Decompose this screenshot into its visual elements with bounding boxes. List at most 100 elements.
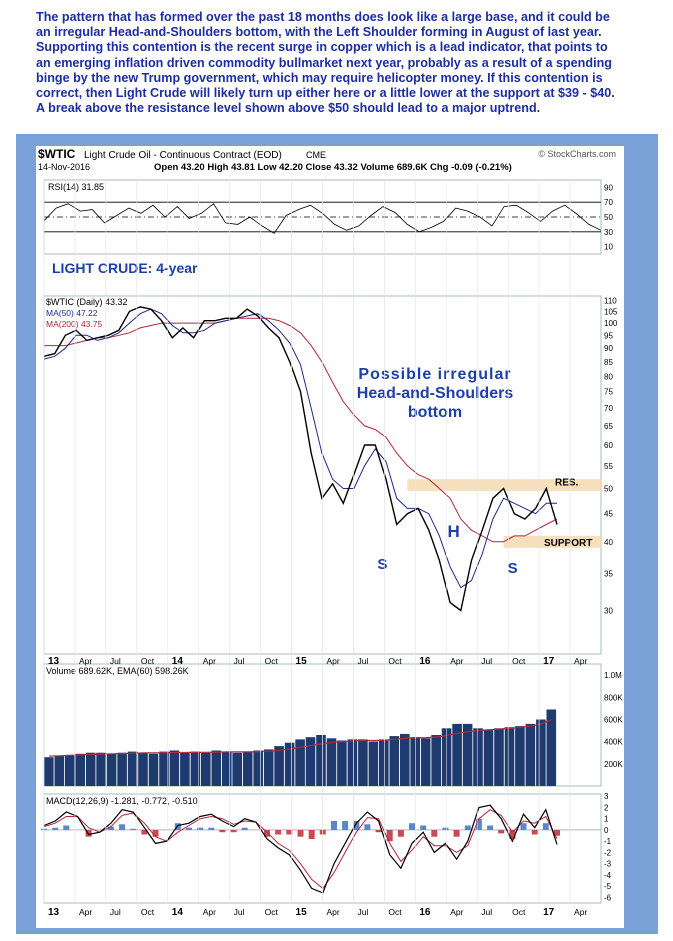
hs-annotation-line3: bottom <box>408 404 462 421</box>
volume-bar <box>316 735 326 786</box>
volume-bar <box>326 738 337 786</box>
x-axis-label-price: Oct <box>512 656 526 666</box>
volume-bar <box>337 740 347 786</box>
x-axis-label-macd: Jul <box>481 907 492 917</box>
volume-bar <box>159 751 169 786</box>
x-axis-label-price: 15 <box>296 656 308 667</box>
macd-histogram-bar <box>197 827 204 830</box>
chart-annotation-title: LIGHT CRUDE: 4-year <box>52 260 198 276</box>
volume-bar <box>85 752 96 786</box>
macd-histogram-bar <box>375 830 382 833</box>
macd-histogram-bar <box>286 830 293 835</box>
macd-histogram-bar <box>498 830 505 834</box>
x-axis-label-macd: Jul <box>110 907 121 917</box>
volume-bar <box>96 752 106 786</box>
left-shoulder-label: S <box>377 556 387 573</box>
macd-histogram-bar <box>141 830 148 835</box>
macd-histogram-bar <box>520 823 527 830</box>
resistance-label: RES. <box>555 477 579 488</box>
x-axis-label-price: Apr <box>203 656 216 666</box>
macd-tick-label: -5 <box>604 882 612 891</box>
x-axis-label-macd: 14 <box>172 907 184 918</box>
volume-bar <box>483 729 494 786</box>
price-tick-label: 35 <box>604 570 613 579</box>
volume-bar <box>106 753 117 786</box>
x-axis-label-price: Oct <box>388 656 402 666</box>
volume-bar <box>138 752 148 786</box>
ohlc-label: Open 43.20 High 43.81 Low 42.20 Close 43… <box>154 162 512 173</box>
macd-histogram-bar <box>353 821 360 830</box>
x-axis-label-price: 14 <box>172 656 184 667</box>
volume-bar <box>389 736 400 786</box>
chart-header: $WTIC Light Crude Oil - Continuous Contr… <box>38 147 616 173</box>
volume-bar <box>494 728 504 786</box>
volume-bar <box>169 750 180 786</box>
support-band <box>503 535 601 548</box>
x-axis-label-price: Apr <box>574 656 587 666</box>
volume-bar <box>347 739 358 786</box>
price-tick-label: 65 <box>604 422 613 431</box>
price-tick-label: 95 <box>604 331 613 340</box>
price-tick-label: 100 <box>604 319 618 328</box>
volume-bar <box>242 751 253 786</box>
volume-bar <box>64 754 75 786</box>
macd-tick-label: 2 <box>604 803 609 812</box>
rsi-tick-label: 10 <box>604 243 613 252</box>
x-axis-label-price: 13 <box>48 656 60 667</box>
macd-histogram-bar <box>453 830 460 837</box>
macd-tick-label: -4 <box>604 871 612 880</box>
x-axis-label-macd: Apr <box>79 907 92 917</box>
volume-bar <box>127 751 138 786</box>
ma50-legend: MA(50) 47.22 <box>46 308 98 318</box>
volume-tick-label: 800K <box>604 693 623 702</box>
ma200-legend: MA(200) 43.75 <box>46 319 102 329</box>
macd-tick-label: -1 <box>604 837 612 846</box>
volume-tick-label: 200K <box>604 760 623 769</box>
price-tick-label: 40 <box>604 538 613 547</box>
volume-bar <box>504 727 515 786</box>
rsi-tick-label: 90 <box>604 183 613 192</box>
x-axis-label-price: Oct <box>265 656 279 666</box>
macd-signal-series <box>43 809 558 890</box>
x-axis-label-macd: Oct <box>512 907 526 917</box>
macd-histogram-bar <box>208 827 215 830</box>
volume-bar <box>222 751 232 786</box>
price-tick-label: 110 <box>604 296 617 305</box>
macd-tick-label: -2 <box>604 848 612 857</box>
volume-bar <box>54 756 65 786</box>
symbol-label: $WTIC <box>38 147 76 161</box>
volume-tick-label: 1.0M <box>604 671 622 680</box>
macd-histogram-bar <box>152 830 159 837</box>
x-axis-label-price: 17 <box>543 656 555 667</box>
macd-histogram-bar <box>509 830 516 839</box>
macd-histogram-bar <box>63 825 70 830</box>
resistance-band <box>407 479 601 491</box>
macd-tick-label: 0 <box>604 826 609 835</box>
macd-histogram-bar <box>308 830 315 839</box>
volume-tick-label: 400K <box>604 738 623 747</box>
x-axis-label-price: Jul <box>357 656 368 666</box>
volume-bar <box>180 752 190 786</box>
volume-bar <box>201 752 211 786</box>
volume-bar <box>452 723 462 786</box>
price-tick-label: 90 <box>604 344 613 353</box>
price-tick-label: 60 <box>604 441 613 450</box>
description-label: Light Crude Oil - Continuous Contract (E… <box>84 150 282 161</box>
exchange-label: CME <box>306 150 326 160</box>
macd-histogram-bar <box>397 830 404 837</box>
volume-bar <box>274 746 284 786</box>
macd-histogram-bar <box>107 826 114 830</box>
macd-tick-label: 3 <box>604 792 609 801</box>
head-label: H <box>447 522 459 541</box>
macd-histogram-bar <box>241 827 248 830</box>
stock-chart: $WTIC Light Crude Oil - Continuous Contr… <box>38 147 623 918</box>
price-tick-label: 105 <box>604 307 618 316</box>
macd-histogram-bar <box>409 823 415 830</box>
macd-histogram-bar <box>475 818 482 830</box>
volume-bar <box>379 739 389 786</box>
macd-histogram-bar <box>464 825 471 830</box>
macd-histogram-bar <box>319 830 326 835</box>
x-axis-label-price: Apr <box>450 656 463 666</box>
macd-histogram-bar <box>442 827 449 830</box>
macd-histogram-bar <box>119 824 126 830</box>
